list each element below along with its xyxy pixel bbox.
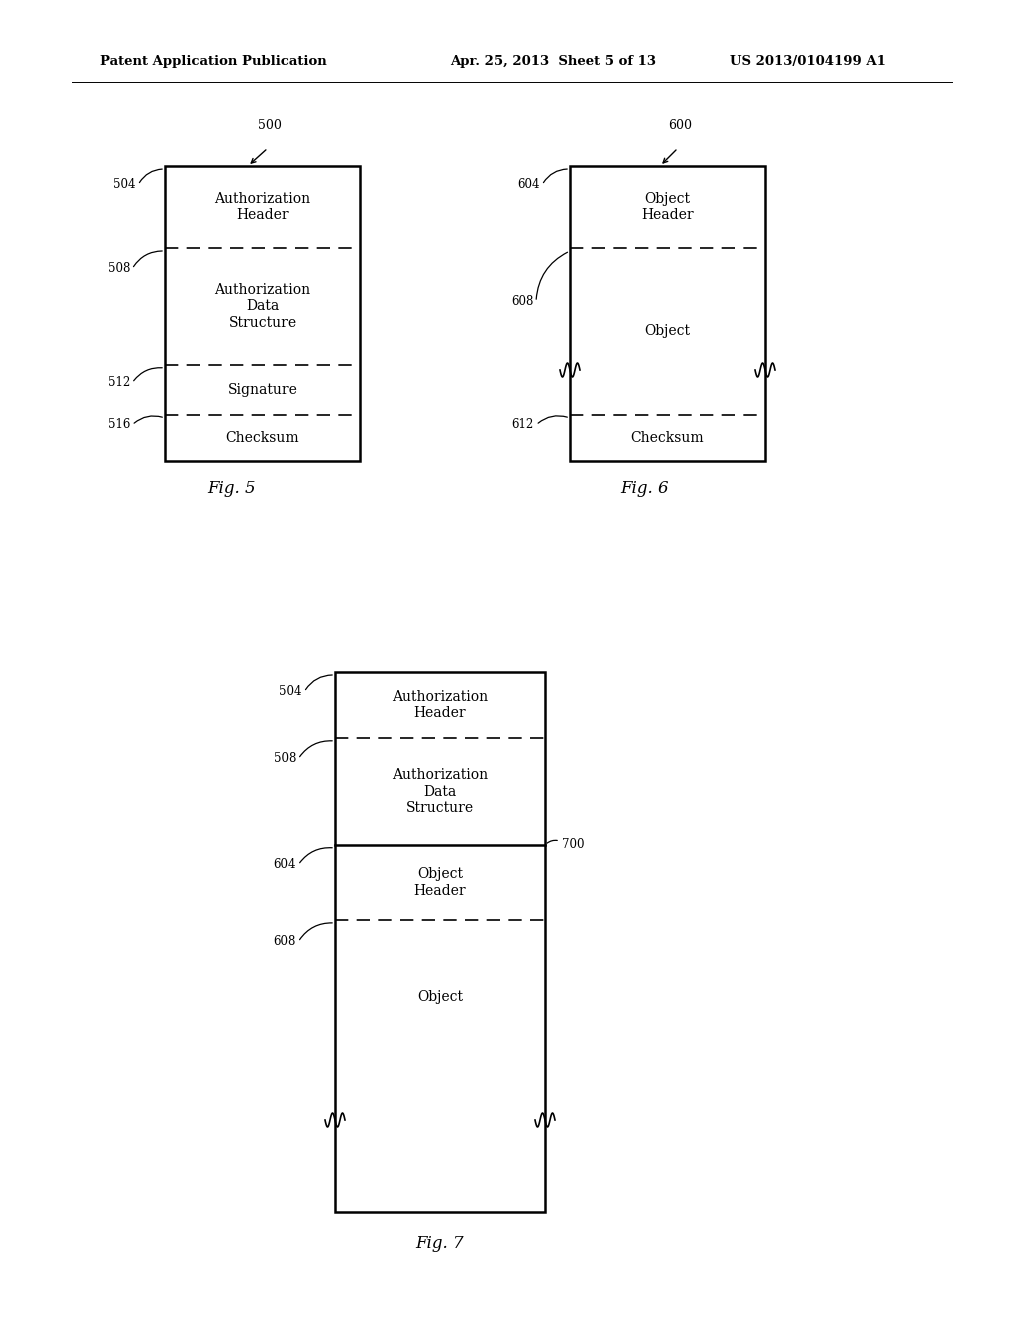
- Text: 512: 512: [108, 376, 130, 389]
- Text: 504: 504: [114, 178, 136, 191]
- Text: 508: 508: [273, 752, 296, 766]
- Text: Signature: Signature: [227, 383, 297, 397]
- Text: Checksum: Checksum: [225, 432, 299, 445]
- Text: 600: 600: [668, 119, 692, 132]
- Text: 508: 508: [108, 261, 130, 275]
- Text: Patent Application Publication: Patent Application Publication: [100, 55, 327, 69]
- Text: 604: 604: [517, 178, 540, 191]
- Text: Fig. 6: Fig. 6: [621, 480, 670, 498]
- Text: 516: 516: [108, 418, 130, 432]
- Text: Fig. 7: Fig. 7: [416, 1236, 464, 1251]
- Bar: [570, 166, 765, 461]
- Text: Object: Object: [417, 990, 463, 1005]
- Text: Object: Object: [644, 325, 690, 338]
- Text: 500: 500: [258, 119, 282, 132]
- Text: 504: 504: [280, 685, 302, 698]
- Text: Authorization
Header: Authorization Header: [392, 690, 488, 721]
- Text: US 2013/0104199 A1: US 2013/0104199 A1: [730, 55, 886, 69]
- Text: Fig. 5: Fig. 5: [208, 480, 256, 498]
- Text: 700: 700: [562, 838, 585, 851]
- Text: Checksum: Checksum: [631, 432, 705, 445]
- Text: 608: 608: [273, 935, 296, 948]
- Text: 608: 608: [512, 294, 534, 308]
- Bar: [165, 166, 360, 461]
- Text: Apr. 25, 2013  Sheet 5 of 13: Apr. 25, 2013 Sheet 5 of 13: [450, 55, 656, 69]
- Text: 612: 612: [512, 418, 534, 432]
- Text: Authorization
Data
Structure: Authorization Data Structure: [392, 768, 488, 814]
- Text: Object
Header: Object Header: [414, 867, 466, 898]
- Bar: [335, 672, 545, 1212]
- Text: Object
Header: Object Header: [641, 191, 694, 222]
- Text: Authorization
Header: Authorization Header: [214, 191, 310, 222]
- Text: 604: 604: [273, 858, 296, 871]
- Text: Authorization
Data
Structure: Authorization Data Structure: [214, 284, 310, 330]
